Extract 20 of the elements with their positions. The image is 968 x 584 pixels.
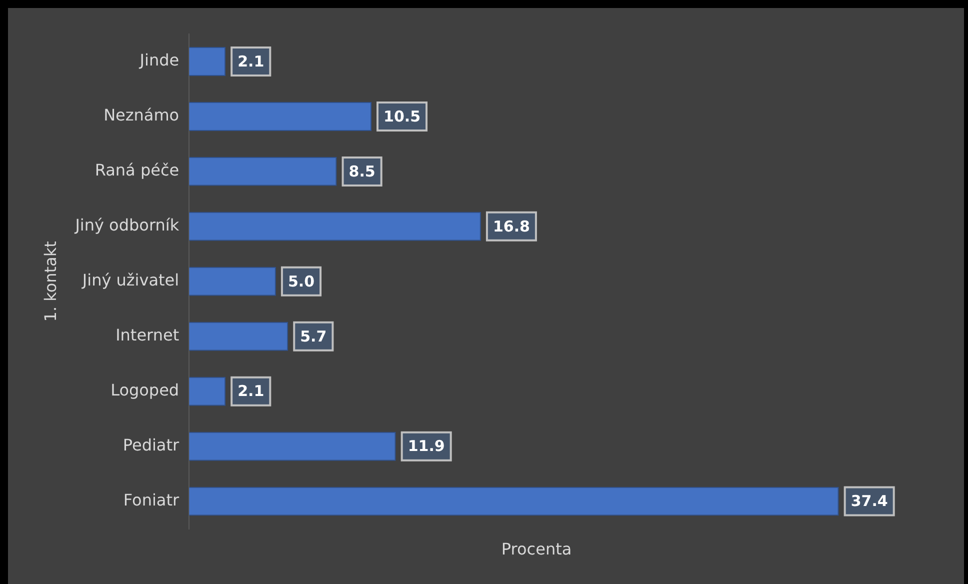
data-label: 2.1 bbox=[238, 52, 264, 70]
y-tick-label: Jinde bbox=[138, 50, 180, 70]
data-label: 16.8 bbox=[492, 217, 530, 236]
data-label: 8.5 bbox=[348, 162, 376, 180]
y-tick-label: Foniatr bbox=[123, 490, 180, 510]
y-tick-label: Raná péče bbox=[94, 160, 180, 180]
y-tick-label: Pediatr bbox=[122, 435, 180, 454]
x-axis-title: Procenta bbox=[501, 540, 572, 559]
data-label: 5.0 bbox=[288, 272, 315, 290]
y-tick-label: Logoped bbox=[110, 380, 180, 400]
data-label: 37.4 bbox=[850, 492, 888, 510]
y-tick-label: Neznámo bbox=[104, 106, 180, 125]
data-label: 2.1 bbox=[238, 382, 264, 400]
y-tick-label: Internet bbox=[116, 326, 180, 345]
data-label: 10.5 bbox=[384, 107, 421, 126]
data-label: 5.7 bbox=[300, 327, 327, 346]
y-tick-label: Jiný uživatel bbox=[81, 270, 180, 290]
y-tick-label: Jiný odborník bbox=[74, 216, 180, 235]
y-axis-title: 1. kontakt bbox=[40, 241, 60, 322]
data-label: 11.9 bbox=[408, 437, 445, 456]
